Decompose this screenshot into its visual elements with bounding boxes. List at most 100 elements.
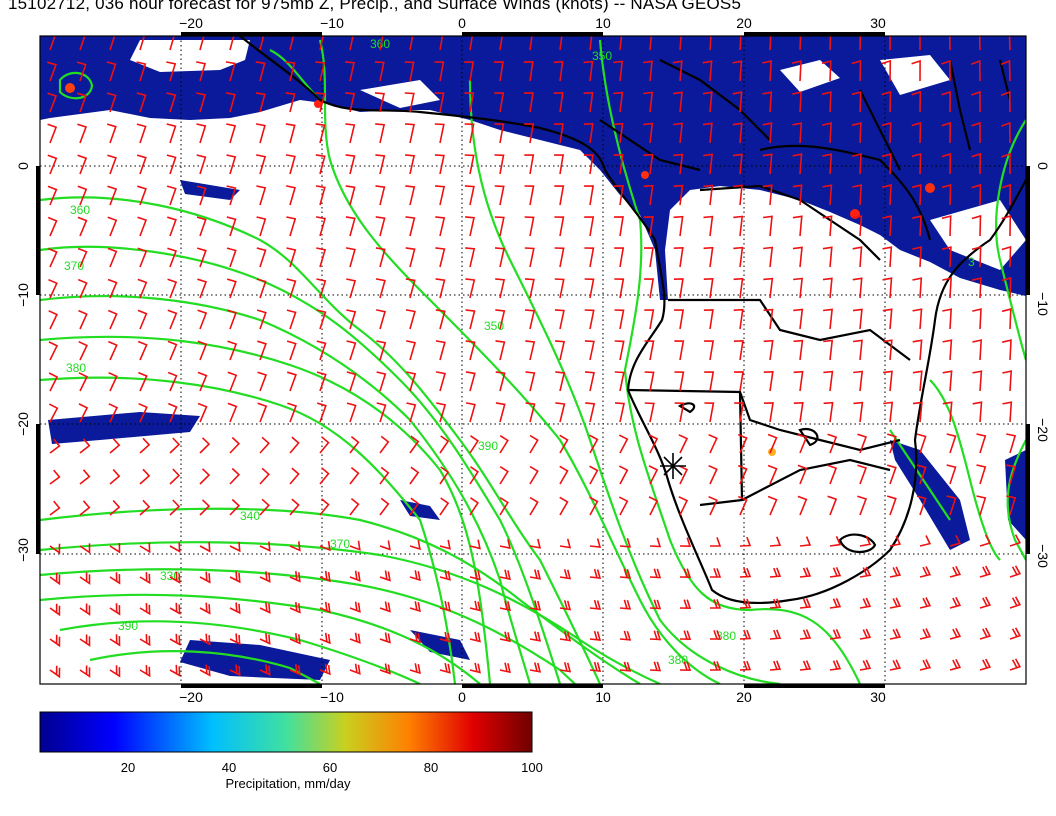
wind-barb xyxy=(259,571,271,583)
wind-barb xyxy=(949,565,962,578)
wind-barb xyxy=(799,36,802,51)
wind-barb xyxy=(319,663,331,676)
lon-label: 10 xyxy=(595,15,611,31)
wind-barb xyxy=(345,92,356,113)
wind-barb xyxy=(672,60,683,82)
wind-barb xyxy=(889,36,891,51)
wind-barb xyxy=(979,534,992,547)
wind-barb xyxy=(554,154,565,175)
wind-barb xyxy=(829,566,842,578)
wind-barb xyxy=(439,435,450,454)
wind-barb xyxy=(1006,464,1017,485)
wind-barb xyxy=(167,371,178,392)
wind-barb xyxy=(139,437,151,454)
wind-barb xyxy=(166,92,177,113)
wind-barb xyxy=(76,61,87,82)
wind-barb xyxy=(108,371,118,392)
wind-barb xyxy=(708,495,718,516)
wind-barb xyxy=(673,246,684,268)
wind-barb xyxy=(464,154,475,175)
wind-barb xyxy=(912,401,923,423)
contour-label: 380 xyxy=(66,361,86,375)
wind-barb xyxy=(949,534,962,547)
wind-barb xyxy=(229,633,241,646)
wind-barb xyxy=(732,60,743,82)
wind-barb xyxy=(465,371,476,392)
wind-barb xyxy=(405,154,416,175)
wind-barb xyxy=(942,308,953,330)
wind-barb xyxy=(289,436,300,454)
wind-barb xyxy=(762,153,773,175)
wind-barb xyxy=(494,154,505,175)
wind-barb xyxy=(852,153,862,175)
wind-barb xyxy=(166,123,177,144)
wind-barb xyxy=(375,278,386,299)
wind-barb xyxy=(972,339,983,361)
wind-barb xyxy=(376,371,387,392)
wind-barb xyxy=(319,540,331,552)
wind-barb xyxy=(643,184,654,206)
wind-barb xyxy=(614,340,625,361)
wind-barb xyxy=(47,185,58,206)
wind-barb xyxy=(404,123,415,144)
wind-barb xyxy=(196,61,207,82)
wind-barb xyxy=(649,537,662,548)
wind-barb xyxy=(139,36,146,51)
wind-barb xyxy=(853,401,864,423)
wind-barb xyxy=(469,539,481,550)
wind-barb xyxy=(495,309,506,330)
wind-barb xyxy=(436,402,447,423)
wind-barb xyxy=(1001,308,1012,330)
wind-barb xyxy=(349,663,361,675)
wind-barb xyxy=(406,402,417,423)
wind-barb xyxy=(649,630,662,641)
wind-barb xyxy=(529,538,542,549)
colorbar-tick: 20 xyxy=(120,760,136,775)
wind-barb xyxy=(109,437,121,454)
wind-barb xyxy=(49,469,61,485)
wind-barb xyxy=(763,308,774,330)
wind-barb xyxy=(883,401,894,423)
wind-barb xyxy=(106,123,117,144)
wind-barb xyxy=(589,434,599,454)
wind-barb xyxy=(439,36,444,51)
wind-barb xyxy=(464,92,475,113)
wind-barb xyxy=(553,91,564,113)
wind-barb xyxy=(822,153,833,175)
wind-barb xyxy=(792,153,803,175)
wind-barb xyxy=(259,436,270,454)
wind-barb xyxy=(499,600,511,612)
wind-barb xyxy=(49,634,61,648)
wind-barb xyxy=(255,123,266,144)
wind-barb xyxy=(767,433,778,454)
wind-barb xyxy=(257,371,268,392)
wind-barb xyxy=(379,466,390,485)
wind-barb xyxy=(732,91,743,113)
wind-barb xyxy=(439,569,451,581)
lon-labels-bottom: −20 −10 0 10 20 30 xyxy=(179,689,886,705)
wind-barb xyxy=(648,496,659,516)
wind-barb xyxy=(703,215,714,237)
wind-barb xyxy=(49,543,61,555)
wind-barb xyxy=(197,278,208,299)
precip-patch xyxy=(1005,450,1026,540)
wind-barb xyxy=(227,309,237,330)
wind-barb xyxy=(792,184,803,206)
wind-barb xyxy=(554,185,565,206)
wind-barb xyxy=(136,92,147,113)
wind-barb xyxy=(379,601,391,613)
wind-barb xyxy=(375,185,386,206)
wind-barb xyxy=(618,465,629,485)
wind-barb xyxy=(644,402,655,423)
wind-barb xyxy=(704,402,715,423)
wind-barb xyxy=(672,91,683,113)
wind-barb xyxy=(78,403,89,423)
wind-barb xyxy=(257,402,268,423)
wind-barb xyxy=(524,278,535,299)
wind-barb xyxy=(287,402,298,423)
wind-barb xyxy=(48,247,58,268)
wind-barb xyxy=(829,659,842,671)
wind-barb xyxy=(286,340,297,361)
wind-barb xyxy=(739,660,752,671)
